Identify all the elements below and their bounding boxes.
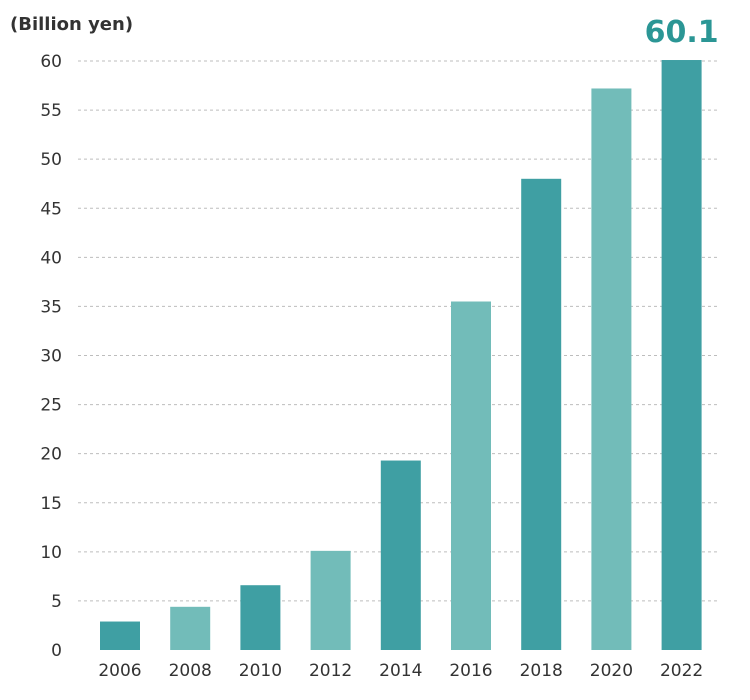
y-tick-label-50: 50 <box>40 150 62 170</box>
bar-2010 <box>240 585 281 650</box>
y-tick-label-20: 20 <box>40 445 62 465</box>
bar-2022 <box>661 60 702 651</box>
bar-2020 <box>591 88 632 650</box>
x-tick-label-2006: 2006 <box>98 661 141 681</box>
y-tick-label-60: 60 <box>40 52 62 72</box>
x-tick-label-2022: 2022 <box>660 661 703 681</box>
y-tick-label-30: 30 <box>40 347 62 367</box>
data-labels: 60.1 <box>645 15 719 50</box>
y-axis-unit-label: (Billion yen) <box>10 14 133 35</box>
x-tick-label-2008: 2008 <box>169 661 212 681</box>
x-tick-label-2016: 2016 <box>449 661 492 681</box>
y-tick-label-55: 55 <box>40 101 62 121</box>
data-label-2022: 60.1 <box>645 15 719 50</box>
y-tick-label-15: 15 <box>40 494 62 514</box>
x-tick-label-2012: 2012 <box>309 661 352 681</box>
x-tick-label-2014: 2014 <box>379 661 422 681</box>
bar-2014 <box>380 460 421 650</box>
x-tick-label-2010: 2010 <box>239 661 282 681</box>
y-tick-label-5: 5 <box>51 592 62 612</box>
x-axis-ticks: 2006 2008 2010 2012 2014 2016 2018 2020 2022 <box>98 661 703 681</box>
y-tick-label-40: 40 <box>40 248 62 268</box>
bar-2016 <box>451 301 491 650</box>
y-tick-label-25: 25 <box>40 396 62 416</box>
bars <box>100 60 702 651</box>
y-tick-label-0: 0 <box>51 641 62 661</box>
y-axis-ticks: 0 5 10 15 20 25 30 35 40 45 50 55 60 <box>40 52 62 661</box>
x-tick-label-2018: 2018 <box>520 661 563 681</box>
bar-2006 <box>100 621 140 650</box>
bar-2012 <box>310 550 351 650</box>
bar-2008 <box>170 606 211 650</box>
x-tick-label-2020: 2020 <box>590 661 633 681</box>
y-tick-label-45: 45 <box>40 199 62 219</box>
y-tick-label-10: 10 <box>40 543 62 563</box>
y-tick-label-35: 35 <box>40 297 62 317</box>
bar-2018 <box>521 178 562 651</box>
